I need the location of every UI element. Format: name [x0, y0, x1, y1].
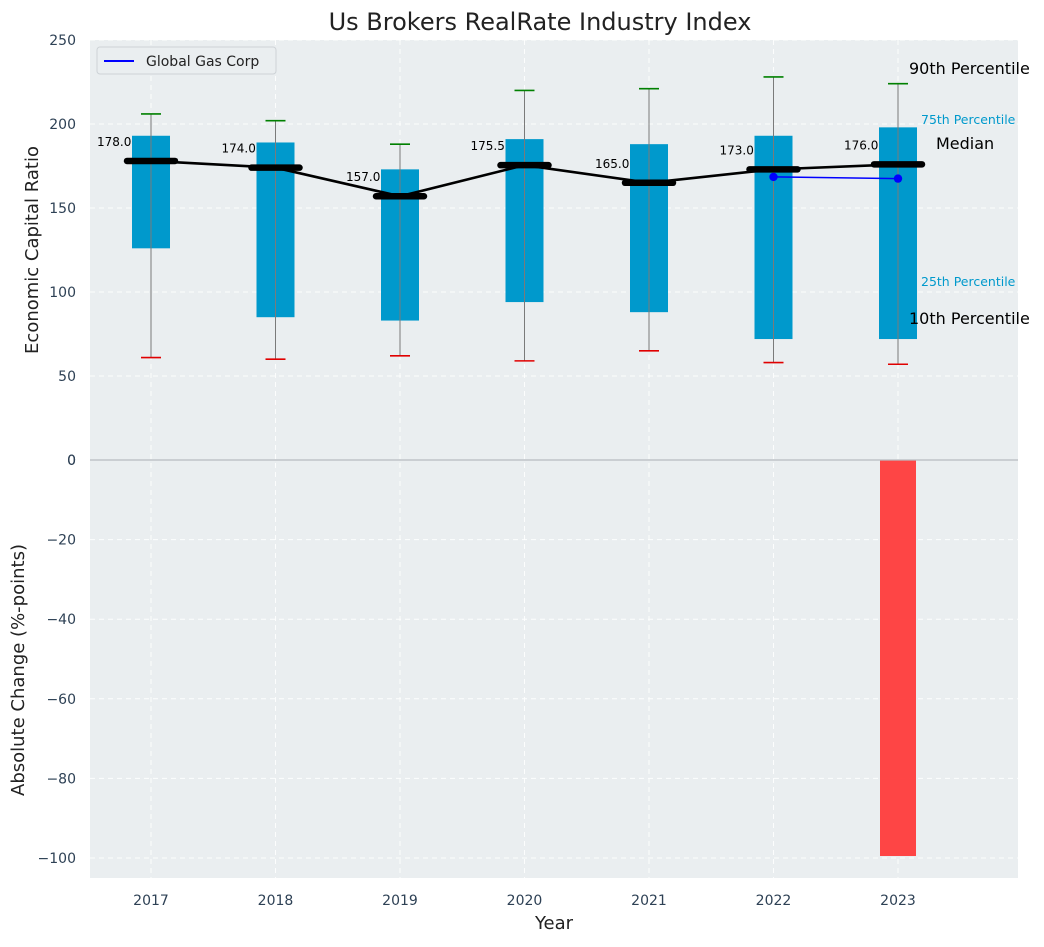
bottom-y-tick-2: −40	[46, 612, 76, 628]
top-y-tick-4: 200	[49, 117, 76, 133]
legend: Global Gas Corp	[96, 46, 277, 75]
bottom-y-tick-5: −100	[38, 851, 76, 867]
x-tick-2021: 2021	[631, 893, 667, 909]
chart-title: Us Brokers RealRate Industry Index	[329, 8, 752, 36]
p10-annotation: 10th Percentile	[909, 309, 1030, 328]
x-tick-2017: 2017	[133, 893, 169, 909]
legend-box	[96, 46, 277, 75]
x-tick-2022: 2022	[756, 893, 792, 909]
bottom-bars	[880, 460, 916, 857]
median-label-2019: 157.0	[346, 170, 380, 184]
p90-annotation: 90th Percentile	[909, 59, 1030, 78]
bottom-y-axis-label: Absolute Change (%-points)	[8, 544, 29, 796]
bottom-y-tick-0: 0	[67, 453, 76, 469]
company-line	[773, 176, 899, 180]
company-layer	[769, 172, 903, 183]
median-label-2018: 174.0	[222, 142, 256, 156]
top-y-tick-2: 100	[49, 285, 76, 301]
legend-label: Global Gas Corp	[146, 54, 259, 70]
bottom-y-tick-3: −60	[46, 692, 76, 708]
bottom-y-tick-1: −20	[46, 533, 76, 549]
company-point-2023	[893, 174, 903, 183]
change-bar-2023	[880, 460, 916, 857]
median-annotation: Median	[936, 134, 994, 153]
x-tick-2019: 2019	[382, 893, 418, 909]
p25-annotation: 25th Percentile	[921, 274, 1016, 289]
x-axis-label: Year	[534, 913, 574, 934]
x-tick-2023: 2023	[880, 893, 916, 909]
median-label-2023: 176.0	[844, 138, 878, 152]
top-y-tick-0: 0	[67, 453, 76, 469]
bottom-plot-background	[90, 460, 1018, 878]
bottom-y-tick-4: −80	[46, 771, 76, 787]
median-label-2021: 165.0	[595, 157, 629, 171]
top-y-tick-5: 250	[49, 33, 76, 49]
median-label-2020: 175.5	[471, 139, 505, 153]
top-y-tick-3: 150	[49, 201, 76, 217]
company-point-2022	[769, 172, 778, 182]
x-tick-2020: 2020	[507, 893, 543, 909]
top-y-axis-label: Economic Capital Ratio	[22, 146, 43, 354]
median-label-2017: 178.0	[97, 135, 131, 149]
x-tick-2018: 2018	[258, 893, 294, 909]
top-y-tick-1: 50	[58, 369, 76, 385]
top-plot-background	[90, 40, 1018, 460]
p75-annotation: 75th Percentile	[921, 112, 1016, 127]
annotation-layer: 90th Percentile 75th Percentile Median 2…	[909, 59, 1030, 328]
median-layer: 178.0 174.0 157.0 175.5 165.0 173.0 176.0	[97, 135, 926, 200]
median-label-2022: 173.0	[720, 143, 754, 157]
